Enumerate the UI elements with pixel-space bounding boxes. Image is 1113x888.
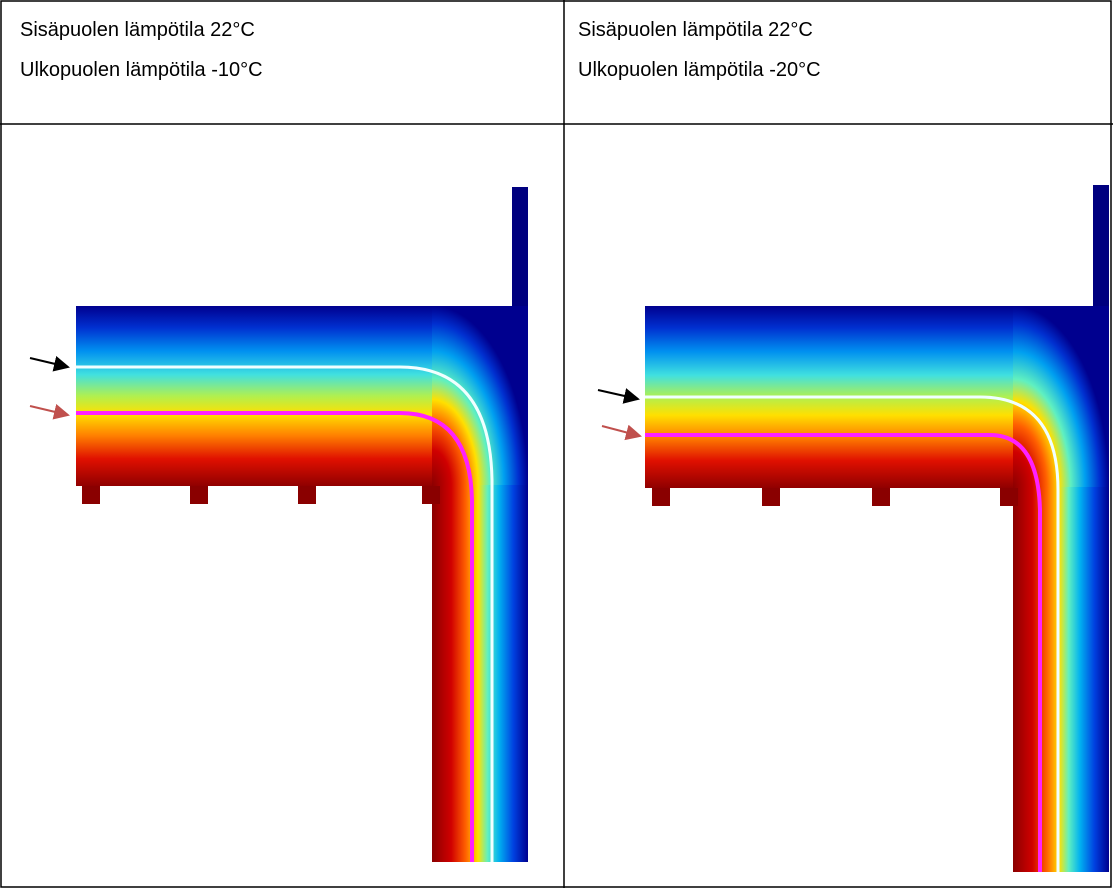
- thermal-image: [597, 185, 1109, 872]
- cell-text: Ulkopuolen lämpötila -20°C: [578, 59, 821, 81]
- thermal-image: [29, 187, 528, 862]
- cell-text: Sisäpuolen lämpötila 22°C: [578, 19, 813, 41]
- cell-text: Sisäpuolen lämpötila 22°C: [20, 19, 255, 41]
- cell-text: Ulkopuolen lämpötila -10°C: [20, 59, 263, 81]
